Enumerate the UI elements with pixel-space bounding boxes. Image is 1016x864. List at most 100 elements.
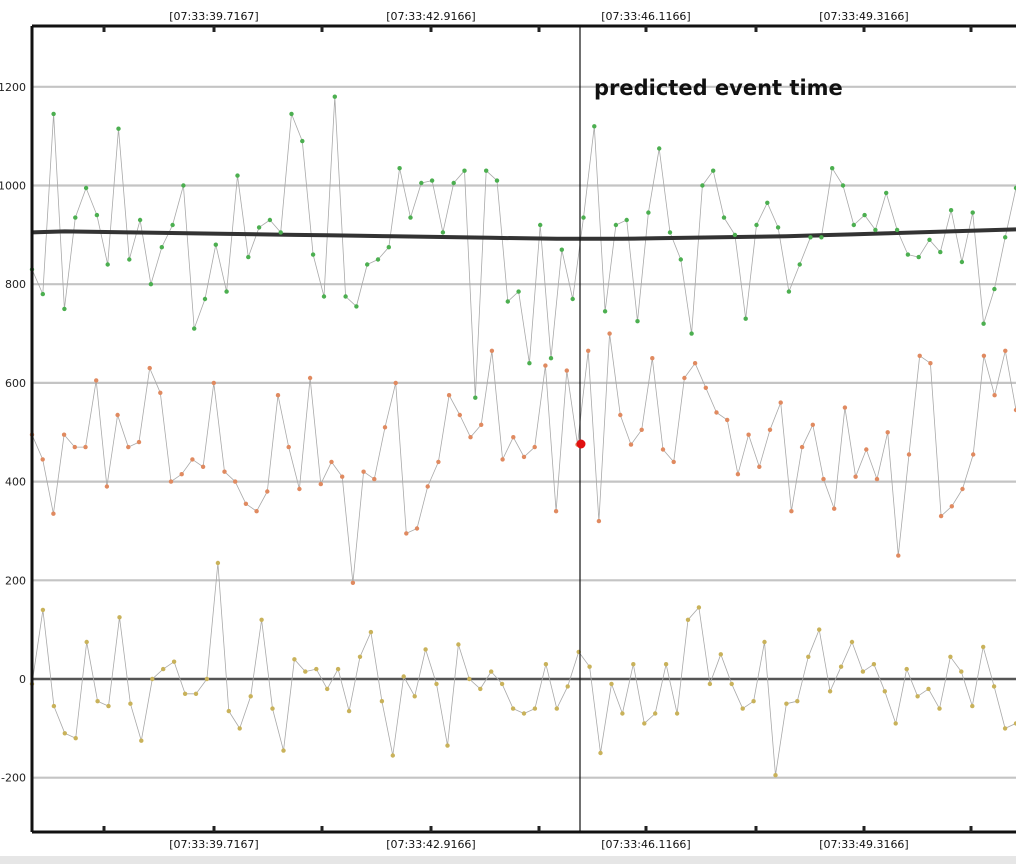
data-point [419,180,424,186]
x-tick-label: [07:33:49.3166] [819,838,908,851]
data-point [926,686,931,692]
data-point [700,183,705,188]
data-point [357,654,363,659]
data-point [329,459,334,465]
data-point [117,615,122,620]
data-point [864,447,869,452]
data-point [830,166,835,171]
data-point [959,259,965,265]
data-point [451,180,456,186]
data-point [425,484,430,489]
data-point [226,708,231,714]
data-point [981,353,987,358]
data-point [896,553,901,558]
data-point [948,208,954,213]
data-point [499,681,505,687]
data-point [808,235,813,240]
data-point [340,474,345,479]
data-point [456,642,461,647]
data-point [161,666,166,672]
data-point [711,168,716,173]
plot-frame [30,24,1016,834]
data-point [127,257,132,262]
data-point [289,111,294,117]
data-point [256,225,262,230]
data-point [959,669,964,674]
data-point [871,662,877,667]
data-point [819,235,824,240]
data-point [532,706,538,711]
data-point [581,215,586,220]
data-point [928,361,933,366]
data-point [992,286,997,292]
data-point [735,472,741,477]
data-point [500,457,505,462]
data-point [440,230,446,235]
data-point [832,506,837,511]
data-point [446,393,452,398]
data-point [182,691,188,696]
data-point [445,743,450,748]
data-point [784,701,789,706]
data-point [300,138,305,144]
data-point [762,639,767,645]
data-point [73,736,78,741]
data-point [265,489,270,494]
data-point [827,689,833,694]
data-point [565,684,570,689]
data-point [992,393,997,398]
data-point [754,222,759,228]
x-tick-label: [07:33:42.9166] [386,838,475,851]
data-point [158,390,163,395]
data-point [981,644,986,650]
data-point [105,262,110,267]
data-point [414,526,420,531]
data-point [235,173,240,178]
data-point [853,474,858,479]
y-tick-label: 0 [19,673,26,686]
data-point [682,375,687,381]
data-point [970,703,975,709]
data-point [104,484,110,489]
data-point [270,706,275,711]
series-points [29,94,1016,778]
predicted-event-marker[interactable] [576,439,586,449]
data-point [938,513,944,519]
data-point [521,711,527,716]
data-point [350,580,356,585]
y-tick-label: 1000 [0,180,26,193]
data-point [838,664,844,669]
data-point [303,669,308,674]
data-point [168,479,174,484]
data-point [479,422,484,427]
data-point [436,459,441,465]
data-point [842,405,848,410]
data-point [732,232,738,238]
plot-background [32,26,1016,832]
data-point [115,412,120,418]
data-point [310,252,316,257]
data-point [703,385,708,390]
data-point [786,289,792,294]
window-footer [0,856,1016,864]
data-point [543,662,549,667]
data-point [667,230,673,235]
gridlines [32,85,1016,779]
data-point [137,217,143,223]
data-point [404,531,409,536]
data-point [393,380,398,386]
data-point [136,439,142,445]
data-point [1013,721,1016,726]
data-point [725,417,730,423]
data-point [259,617,264,622]
data-point [40,607,46,613]
data-point [397,166,402,171]
annotation-label: predicted event time [594,76,843,100]
data-point [468,435,473,440]
data-point [521,454,527,460]
x-axis-ticks-top: [07:33:39.7167] [07:33:42.9166] [07:33:46.… [169,10,908,23]
data-point [527,361,532,366]
data-point [789,509,794,514]
